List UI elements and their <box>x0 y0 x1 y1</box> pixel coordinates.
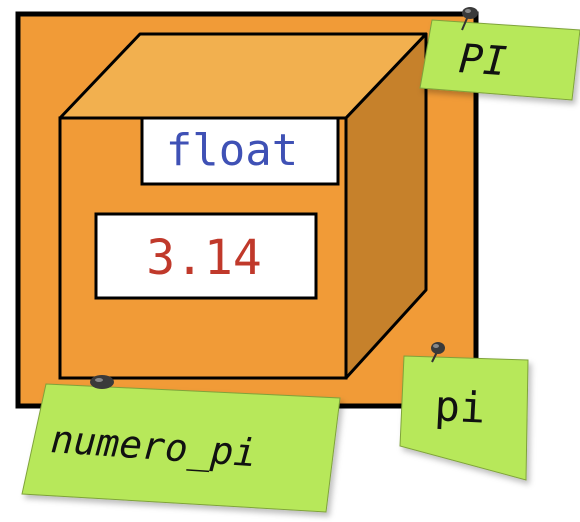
variable-box: float 3.14 <box>58 32 428 380</box>
type-label: float <box>166 125 298 176</box>
sticky-note-pi-lower <box>399 355 529 481</box>
sticky-note-numero-pi <box>21 383 341 513</box>
pushpin-icon <box>431 342 445 363</box>
pushpin-icon <box>461 7 478 31</box>
pushpin-icon <box>90 375 114 389</box>
sticky-note-pi-upper <box>419 19 580 101</box>
type-label-plate <box>140 116 340 186</box>
value-plate <box>94 212 318 300</box>
sticky-note-pi-lower-label: pi <box>433 381 486 433</box>
sticky-note-pi-upper-label: PI <box>457 36 508 85</box>
value-text: 3.14 <box>146 230 262 286</box>
